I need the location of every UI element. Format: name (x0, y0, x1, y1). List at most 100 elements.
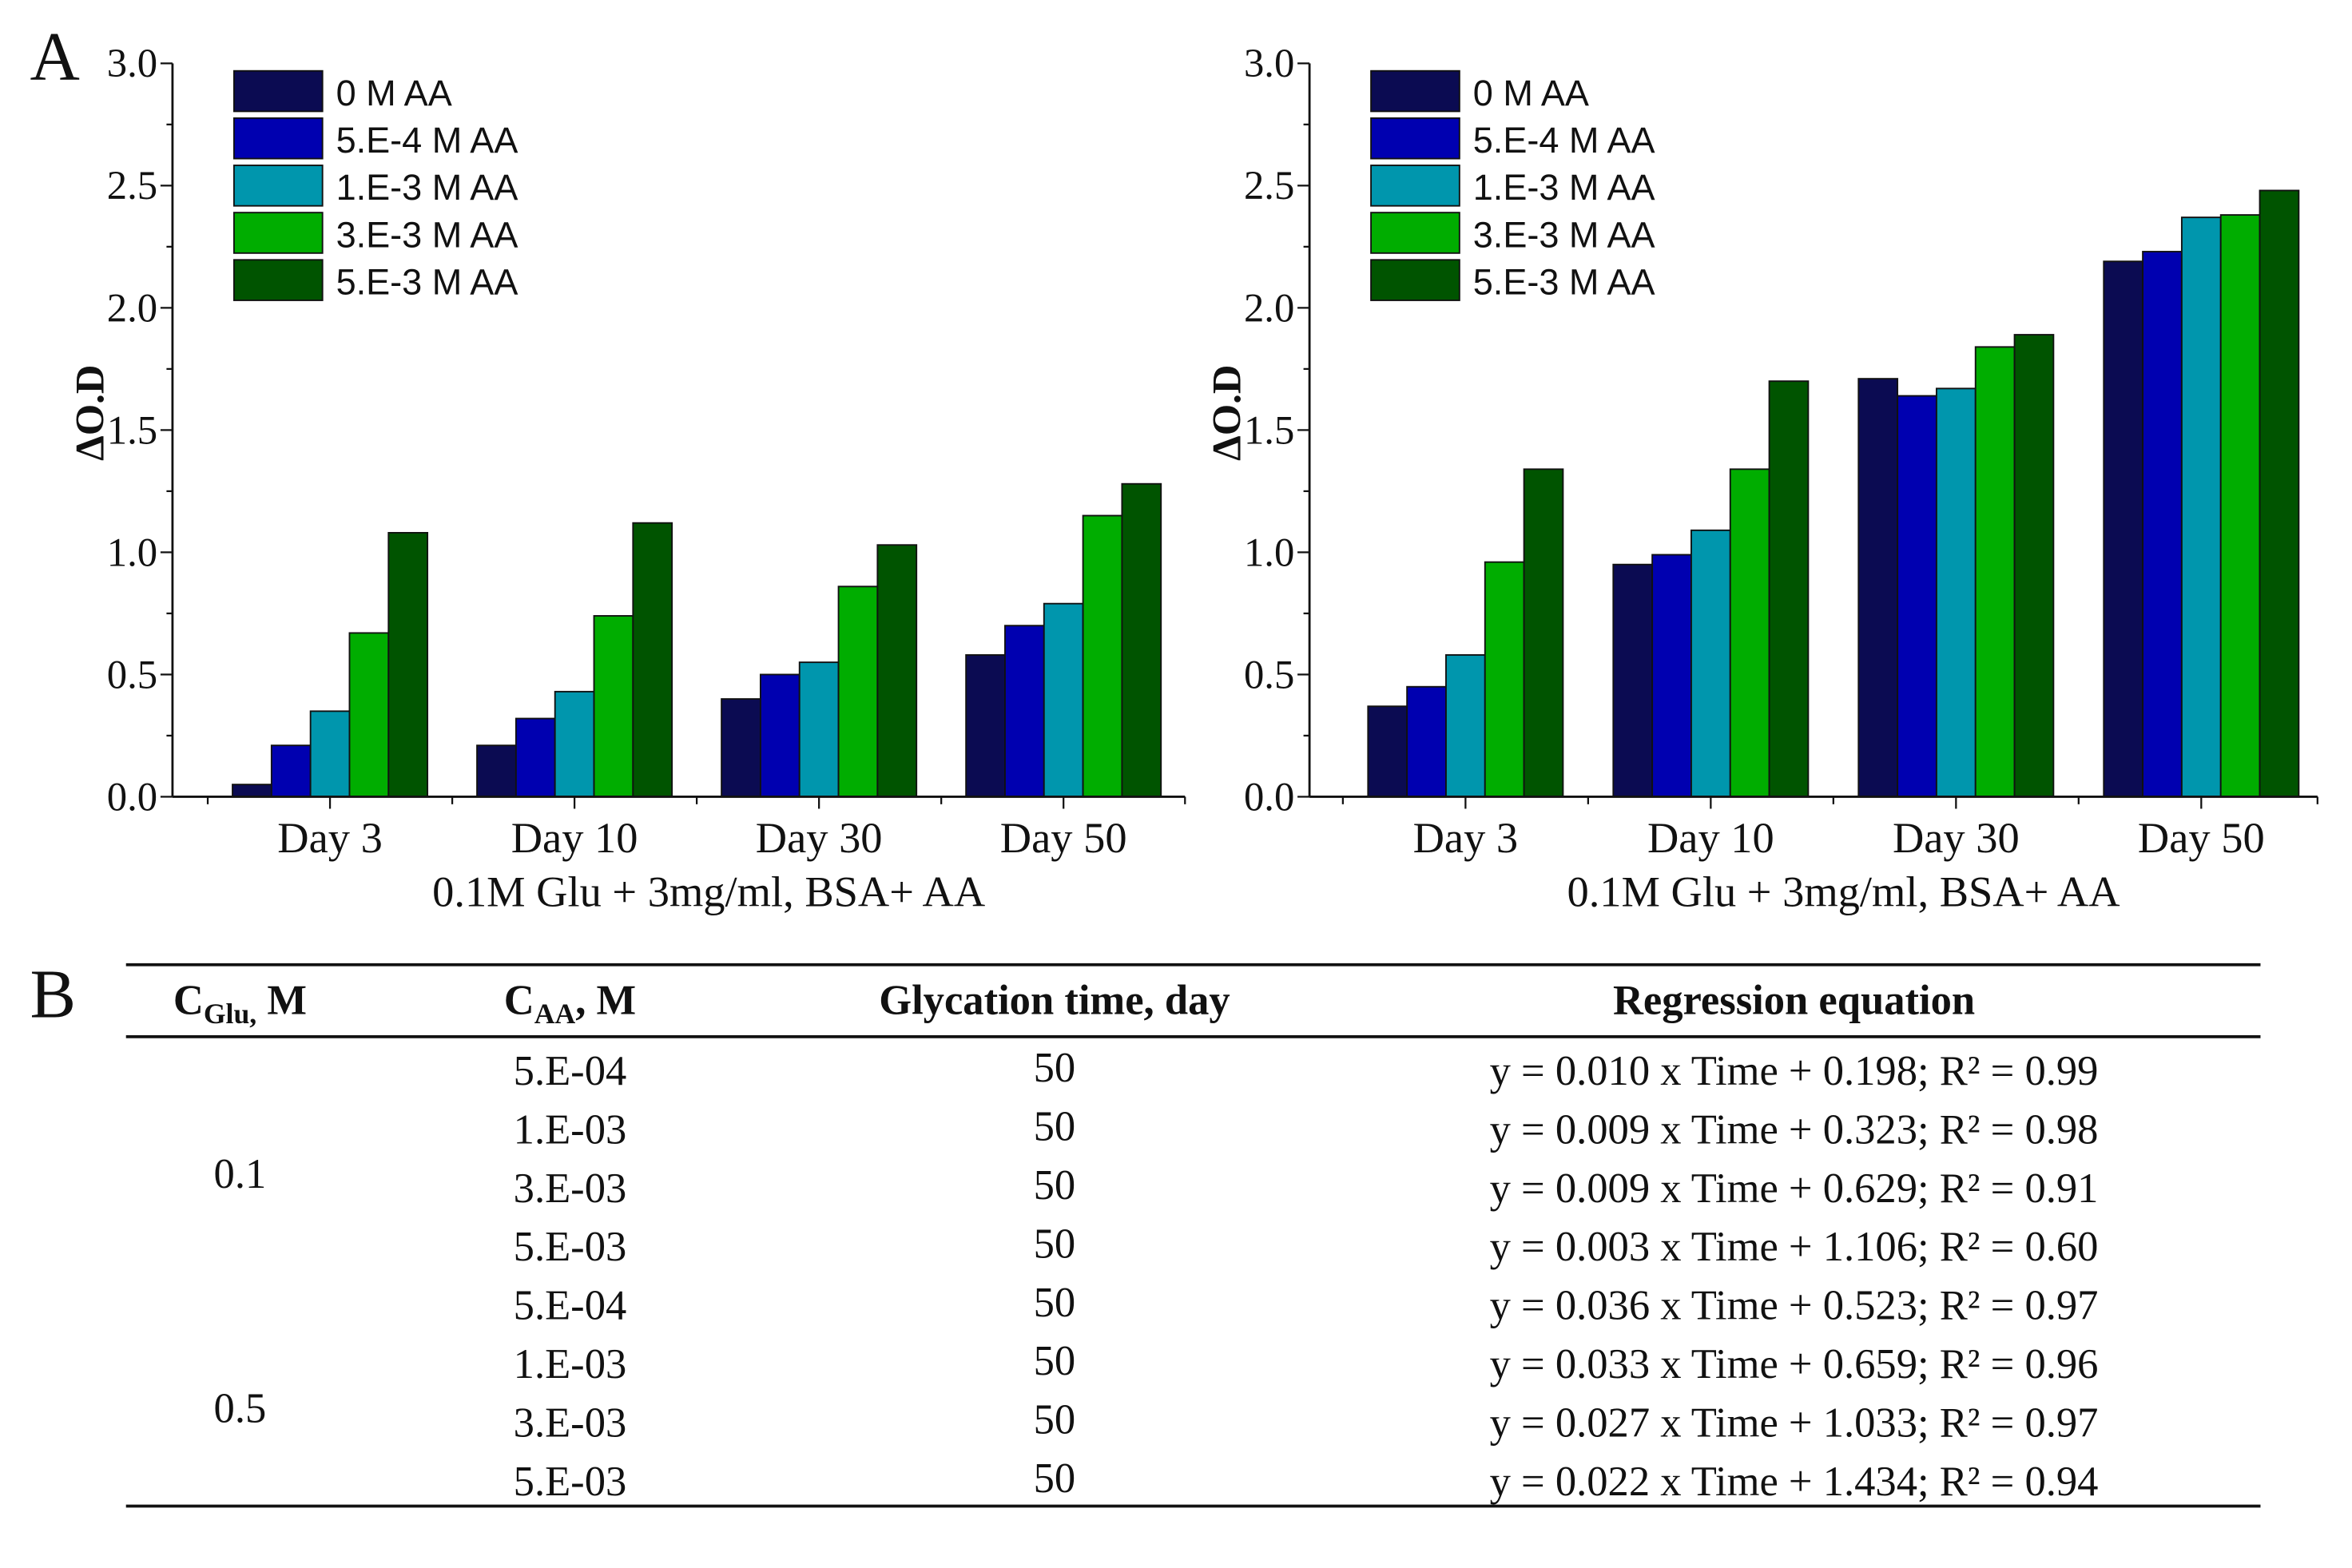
bar (1857, 378, 1899, 798)
x-tick-label: Day 50 (1000, 813, 1127, 862)
bar (514, 717, 556, 798)
y-tick-label: 1.5 (107, 407, 157, 452)
cell-time: 50 (1034, 1221, 1076, 1267)
bar (1445, 654, 1486, 798)
legend-label: 3.E-3 M AA (1473, 214, 1655, 255)
cell-c-glu: 0.1 (214, 1151, 267, 1197)
bar (1367, 705, 1408, 798)
y-tick-label: 0.0 (107, 774, 157, 819)
cell-time: 50 (1034, 1455, 1076, 1502)
cell-equation: y = 0.036 x Time + 0.523; R² = 0.97 (1490, 1283, 2099, 1329)
header-subscript: AA (534, 998, 576, 1030)
cell-time: 50 (1034, 1045, 1076, 1091)
x-tick-label: Day 3 (277, 813, 383, 862)
bar (1974, 346, 2016, 798)
legend-swatch (232, 165, 324, 207)
bar (1690, 529, 1731, 798)
cell-equation: y = 0.022 x Time + 1.434; R² = 0.94 (1490, 1459, 2099, 1505)
bar (1082, 514, 1123, 798)
y-tick-label: 2.5 (107, 163, 157, 208)
cell-equation: y = 0.033 x Time + 0.659; R² = 0.96 (1490, 1341, 2099, 1387)
bar-chart-1: 0.0 0.5 1.0 1.5 2.0 2.5 3.0 Day 3 Day 10 Day 30 Da… (68, 41, 1186, 916)
bar (1768, 380, 1810, 798)
bar (2142, 251, 2183, 798)
legend-label: 5.E-3 M AA (1473, 261, 1655, 302)
header-main: C (504, 978, 534, 1024)
cell-time: 50 (1034, 1162, 1076, 1209)
cell-c-aa: 1.E-03 (514, 1106, 627, 1153)
header-suffix: M (256, 978, 307, 1024)
y-axis-label: ΔO.D (1205, 365, 1250, 461)
bar (232, 784, 272, 798)
bar (1612, 563, 1654, 798)
cell-c-aa: 5.E-03 (514, 1224, 627, 1270)
table-header: CGlu, M (173, 978, 307, 1030)
legend-swatch (232, 259, 324, 301)
legend-swatch (1370, 212, 1460, 254)
y-tick-label: 0.0 (1244, 774, 1294, 819)
x-axis-label: 0.1M Glu + 3mg/ml, BSA+ AA (432, 867, 985, 916)
header-main: C (173, 978, 204, 1024)
y-tick-label: 1.5 (1244, 407, 1294, 452)
legend-label: 1.E-3 M AA (1473, 167, 1655, 208)
cell-c-glu: 0.5 (214, 1385, 267, 1431)
header-main: Glycation time, day (879, 978, 1230, 1024)
header-main: Regression equation (1613, 978, 1975, 1024)
bar (721, 698, 761, 798)
cell-equation: y = 0.027 x Time + 1.033; R² = 0.97 (1490, 1399, 2099, 1446)
bar (1651, 554, 1692, 798)
bar (1406, 685, 1447, 798)
bar (2180, 216, 2222, 798)
cell-equation: y = 0.009 x Time + 0.629; R² = 0.91 (1490, 1165, 2099, 1212)
panel-label-b: B (30, 955, 77, 1032)
x-tick-label: Day 10 (511, 813, 638, 862)
x-axis-label: 0.1M Glu + 3mg/ml, BSA+ AA (1567, 867, 2120, 916)
bar (1523, 468, 1564, 798)
legend-swatch (232, 69, 324, 113)
bar (876, 544, 918, 798)
header-subscript: Glu, (204, 998, 256, 1030)
cell-time: 50 (1034, 1104, 1076, 1150)
cell-c-aa: 3.E-03 (514, 1165, 627, 1212)
y-tick-label: 2.0 (107, 285, 157, 330)
legend-swatch (1370, 259, 1460, 301)
bar (2013, 334, 2055, 798)
y-tick-label: 2.0 (1244, 285, 1294, 330)
bar (1484, 561, 1525, 798)
bar (309, 710, 351, 798)
cell-equation: y = 0.003 x Time + 1.106; R² = 0.60 (1490, 1224, 2099, 1270)
y-tick-label: 3.0 (107, 41, 157, 85)
y-axis-label: ΔO.D (68, 365, 113, 461)
x-tick-label: Day 3 (1413, 813, 1519, 862)
cell-c-aa: 5.E-03 (514, 1459, 627, 1505)
bar (270, 744, 312, 798)
charts: 0.0 0.5 1.0 1.5 2.0 2.5 3.0 Day 3 Day 10 Day 30 Da… (68, 41, 2318, 916)
table-header: Glycation time, day (879, 978, 1230, 1024)
y-tick-label: 3.0 (1244, 41, 1294, 85)
legend-label: 5.E-3 M AA (336, 261, 518, 302)
y-tick-label: 2.5 (1244, 163, 1294, 208)
bar (2259, 189, 2300, 798)
y-tick-label: 1.0 (107, 530, 157, 574)
cell-c-aa: 3.E-03 (514, 1399, 627, 1446)
bar (554, 690, 595, 798)
bar (348, 632, 390, 798)
cell-c-aa: 5.E-04 (514, 1048, 627, 1094)
table-header: CAA, M (504, 978, 636, 1030)
header-suffix: , M (575, 978, 636, 1024)
bar (1729, 468, 1770, 798)
bar (759, 673, 801, 798)
y-tick-label: 0.5 (1244, 652, 1294, 697)
legend-label: 5.E-4 M AA (1473, 120, 1655, 161)
legend-swatch (232, 212, 324, 254)
cell-time: 50 (1034, 1280, 1076, 1326)
bar (593, 615, 634, 798)
cell-time: 50 (1034, 1397, 1076, 1443)
bar-chart-2: 0.0 0.5 1.0 1.5 2.0 2.5 3.0 Day 3 Day 10 Day 30 Da… (1205, 41, 2318, 916)
bar (837, 586, 879, 798)
regression-table: CGlu, M CAA, M Glycation time, day Regressi… (125, 963, 2261, 1508)
cell-equation: y = 0.009 x Time + 0.323; R² = 0.98 (1490, 1106, 2099, 1153)
legend-swatch (1370, 69, 1460, 113)
bar (1043, 602, 1084, 798)
x-tick-label: Day 50 (2138, 813, 2265, 862)
